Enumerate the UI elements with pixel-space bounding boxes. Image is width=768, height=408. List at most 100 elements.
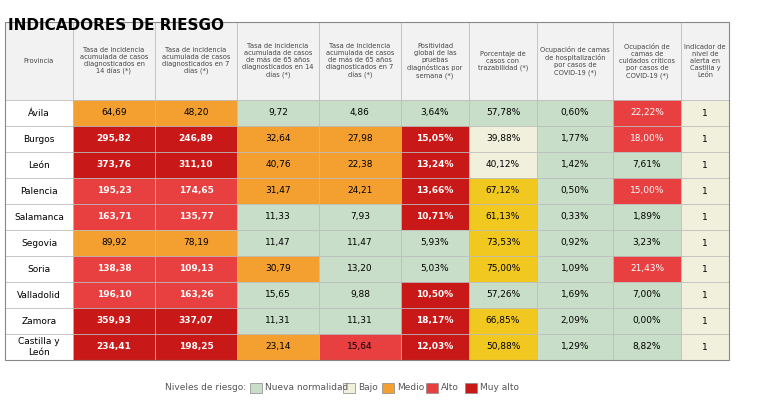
- Text: Nueva normalidad: Nueva normalidad: [265, 384, 348, 392]
- Text: 1: 1: [702, 135, 708, 144]
- Text: Medio: Medio: [397, 384, 424, 392]
- Bar: [537, 100, 613, 126]
- Text: 138,38: 138,38: [97, 264, 131, 273]
- Bar: [401, 256, 469, 282]
- Bar: [613, 100, 681, 126]
- Text: 1: 1: [702, 239, 708, 248]
- Bar: [613, 256, 681, 282]
- Bar: [537, 126, 613, 152]
- Text: 1: 1: [702, 264, 708, 273]
- Bar: [613, 22, 681, 100]
- Text: 11,47: 11,47: [347, 239, 372, 248]
- Bar: [613, 126, 681, 152]
- Text: 67,12%: 67,12%: [486, 186, 520, 195]
- Bar: [613, 230, 681, 256]
- Text: 2,09%: 2,09%: [561, 317, 589, 326]
- Text: 22,38: 22,38: [347, 160, 372, 169]
- Bar: [401, 178, 469, 204]
- Text: 1: 1: [702, 213, 708, 222]
- Text: 174,65: 174,65: [179, 186, 214, 195]
- Text: 1,89%: 1,89%: [633, 213, 661, 222]
- Text: 0,50%: 0,50%: [561, 186, 589, 195]
- Bar: [319, 230, 401, 256]
- Bar: [5, 282, 73, 308]
- Bar: [155, 178, 237, 204]
- Bar: [681, 100, 729, 126]
- Bar: [469, 308, 537, 334]
- Bar: [155, 282, 237, 308]
- Text: 1,09%: 1,09%: [561, 264, 589, 273]
- Bar: [237, 126, 319, 152]
- Bar: [469, 22, 537, 100]
- Bar: [681, 282, 729, 308]
- Text: 78,19: 78,19: [183, 239, 209, 248]
- Text: Ocupación de camas
de hospitalización
por casos de
COVID-19 (*): Ocupación de camas de hospitalización po…: [540, 46, 610, 76]
- Bar: [5, 308, 73, 334]
- Text: 31,47: 31,47: [265, 186, 291, 195]
- Text: 11,31: 11,31: [265, 317, 291, 326]
- Text: 27,98: 27,98: [347, 135, 372, 144]
- Bar: [237, 282, 319, 308]
- Text: 18,00%: 18,00%: [630, 135, 664, 144]
- Text: Alto: Alto: [441, 384, 458, 392]
- Bar: [237, 152, 319, 178]
- Text: Muy alto: Muy alto: [479, 384, 518, 392]
- Text: 0,92%: 0,92%: [561, 239, 589, 248]
- Text: 337,07: 337,07: [179, 317, 214, 326]
- Text: 1: 1: [702, 342, 708, 352]
- Text: INDICADORES DE RIESGO: INDICADORES DE RIESGO: [8, 18, 224, 33]
- Bar: [5, 334, 73, 360]
- Text: 57,26%: 57,26%: [486, 290, 520, 299]
- Text: 246,89: 246,89: [179, 135, 214, 144]
- Bar: [237, 230, 319, 256]
- Text: 3,64%: 3,64%: [421, 109, 449, 118]
- Text: 13,24%: 13,24%: [416, 160, 454, 169]
- Bar: [5, 126, 73, 152]
- Text: 23,14: 23,14: [265, 342, 291, 352]
- Bar: [465, 383, 476, 393]
- Text: 0,33%: 0,33%: [561, 213, 589, 222]
- Bar: [401, 22, 469, 100]
- Bar: [73, 126, 155, 152]
- Bar: [469, 204, 537, 230]
- Text: 13,20: 13,20: [347, 264, 372, 273]
- Bar: [73, 282, 155, 308]
- Text: Soria: Soria: [28, 264, 51, 273]
- Bar: [5, 256, 73, 282]
- Bar: [237, 334, 319, 360]
- Bar: [155, 230, 237, 256]
- Text: 12,03%: 12,03%: [416, 342, 454, 352]
- Text: 13,66%: 13,66%: [416, 186, 454, 195]
- Text: Valladolid: Valladolid: [17, 290, 61, 299]
- Bar: [237, 100, 319, 126]
- Text: 8,82%: 8,82%: [633, 342, 661, 352]
- Bar: [537, 308, 613, 334]
- Text: 163,26: 163,26: [179, 290, 214, 299]
- Text: 48,20: 48,20: [184, 109, 209, 118]
- Text: 32,64: 32,64: [265, 135, 291, 144]
- Text: 89,92: 89,92: [101, 239, 127, 248]
- Bar: [73, 152, 155, 178]
- Text: Indicador de
nivel de
alerta en
Castilla y
León: Indicador de nivel de alerta en Castilla…: [684, 44, 726, 78]
- Bar: [319, 334, 401, 360]
- Bar: [319, 204, 401, 230]
- Text: 66,85%: 66,85%: [486, 317, 520, 326]
- Bar: [73, 22, 155, 100]
- Text: 1: 1: [702, 109, 708, 118]
- Text: 4,86: 4,86: [350, 109, 370, 118]
- Text: Positividad
global de las
pruebas
diagnósticas por
semana (*): Positividad global de las pruebas diagnó…: [407, 43, 462, 79]
- Bar: [5, 22, 729, 360]
- Text: 234,41: 234,41: [97, 342, 131, 352]
- Bar: [401, 230, 469, 256]
- Text: Tasa de incidencia
acumulada de casos
de más de 65 años
diagnosticados en 7
días: Tasa de incidencia acumulada de casos de…: [326, 43, 394, 79]
- Bar: [681, 152, 729, 178]
- Bar: [537, 178, 613, 204]
- Text: 135,77: 135,77: [179, 213, 214, 222]
- Bar: [155, 126, 237, 152]
- Text: Ocupación de
camas de
cuidados críticos
por casos de
COVID-19 (*): Ocupación de camas de cuidados críticos …: [619, 43, 675, 79]
- Text: 18,17%: 18,17%: [416, 317, 454, 326]
- Text: 75,00%: 75,00%: [486, 264, 520, 273]
- Text: 50,88%: 50,88%: [486, 342, 520, 352]
- Bar: [537, 152, 613, 178]
- Text: Castilla y
León: Castilla y León: [18, 337, 60, 357]
